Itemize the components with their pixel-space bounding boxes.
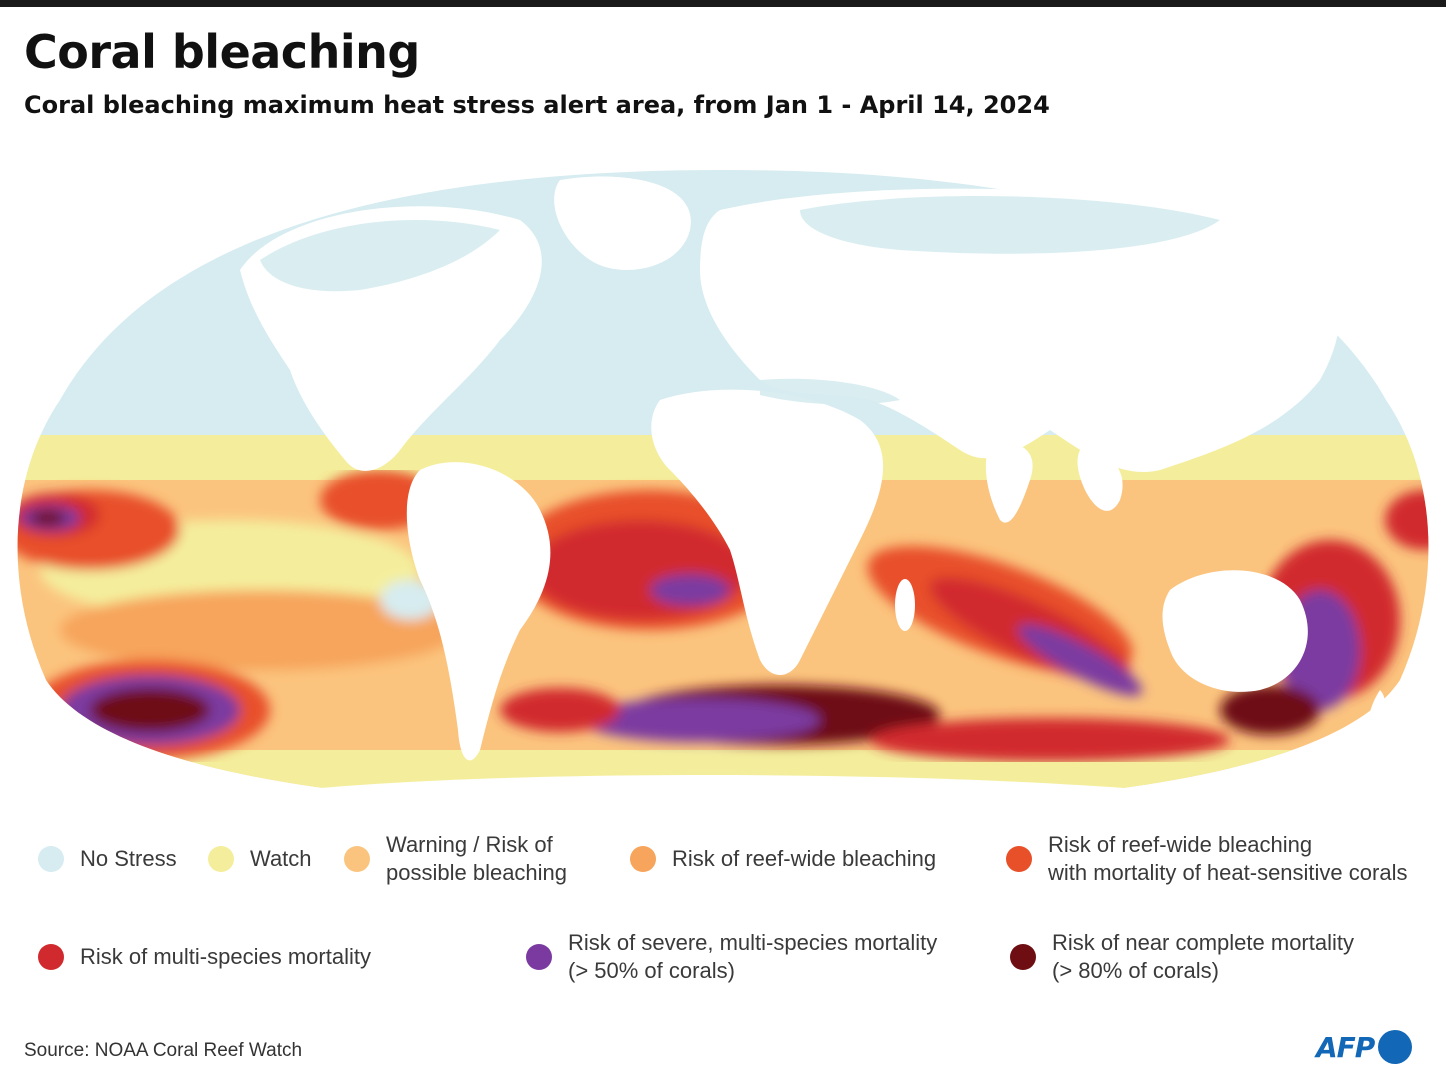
legend-label-no-stress: No Stress [80,846,177,871]
world-map [0,150,1446,830]
legend-swatch-watch [208,846,234,872]
patch-south-indian-red [870,718,1230,762]
patch-tasman-dark [1220,685,1320,735]
land-se-asia [1077,450,1123,511]
arctic-canada [260,220,500,292]
patch-atlantic-multi [530,520,750,620]
patch-east-pacific-red [1385,490,1429,550]
page-title: Coral bleaching [24,25,420,79]
afp-logo: AFP [1316,1030,1413,1064]
land-india [985,440,1033,523]
legend-swatch-reef-wide-mortality [1006,846,1032,872]
land-africa [651,389,884,675]
top-rule [0,0,1446,7]
legend-item-multi-species: Risk of multi-species mortality [38,943,371,971]
afp-logo-text: AFP [1316,1030,1375,1064]
land-layer [240,176,1386,830]
legend-item-watch: Watch [208,845,312,873]
land-australia [1162,570,1308,692]
map-svg [17,170,1429,830]
source-note: Source: NOAA Coral Reef Watch [24,1040,303,1061]
legend-label-near-complete: Risk of near complete mortality (> 80% o… [1052,930,1354,983]
legend-swatch-reef-wide [630,846,656,872]
patch-pacific-hawaii-dark [30,510,66,526]
page-subtitle: Coral bleaching maximum heat stress aler… [24,91,1050,119]
legend-swatch-near-complete [1010,944,1036,970]
land-south-america [406,462,551,761]
land-greenland [554,176,691,270]
legend-swatch-no-stress [38,846,64,872]
heat-patches [17,470,1429,762]
legend-label-reef-wide: Risk of reef-wide bleaching [672,846,937,871]
patch-atlantic-purple [650,574,730,606]
arctic-north-atlantic [560,296,700,355]
patch-south-pacific-dark [90,688,210,732]
arctic-mediterranean [760,378,900,405]
legend-label-reef-wide-mortality: Risk of reef-wide bleaching with mortali… [1048,832,1408,885]
patch-south-atlantic-purple [580,698,820,742]
legend-swatch-multi-species [38,944,64,970]
legend-item-no-stress: No Stress [38,845,177,873]
land-new-zealand [1368,690,1386,735]
legend-label-multi-species: Risk of multi-species mortality [80,944,371,969]
patch-south-atlantic-red [500,688,620,732]
arctic-siberia [800,196,1220,254]
legend-label-warning: Warning / Risk of possible bleaching [386,832,568,885]
legend-swatch-severe [526,944,552,970]
patch-pacific-reef [60,590,460,670]
legend-label-watch: Watch [250,846,312,871]
land-antarctica [300,775,1150,830]
arctic-ice [260,196,1220,405]
legend-item-warning: Warning / Risk of possible bleaching [344,831,567,887]
patch-indonesia-warning [1090,505,1270,575]
legend-item-reef-wide: Risk of reef-wide bleaching [630,845,936,873]
patch-indian-purple [1017,624,1143,696]
legend-label-severe: Risk of severe, multi-species mortality … [568,930,938,983]
land-eurasia [700,188,1340,472]
legend-item-near-complete: Risk of near complete mortality (> 80% o… [1010,929,1354,985]
land-madagascar [895,579,915,631]
afp-logo-dot [1378,1030,1413,1064]
legend-item-reef-wide-mortality: Risk of reef-wide bleaching with mortali… [1006,831,1407,887]
legend-swatch-warning [344,846,370,872]
land-japan [1257,360,1275,410]
legend-item-severe: Risk of severe, multi-species mortality … [526,929,937,985]
